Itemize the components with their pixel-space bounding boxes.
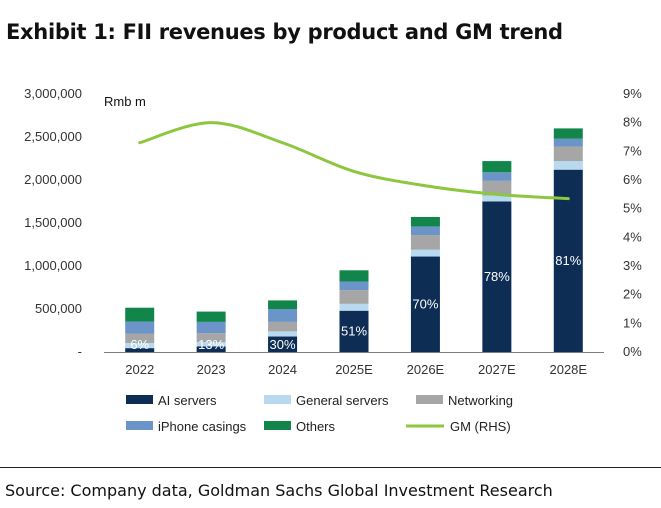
bar-segment-others — [268, 300, 298, 309]
legend: AI servers General servers Networking iPhon… — [126, 393, 513, 434]
data-label: 70% — [412, 296, 438, 311]
y2-tick-label: 3% — [623, 258, 642, 273]
bar-segment-general-servers — [553, 161, 583, 170]
bar-segment-iphone-casings — [125, 321, 155, 334]
x-tick-label: 2025E — [335, 362, 373, 377]
bar-segment-networking — [410, 235, 440, 250]
y2-tick-label: 6% — [623, 172, 642, 187]
legend-swatch-iphone-casings — [126, 421, 153, 430]
y2-tick-label: 5% — [623, 201, 642, 216]
y2-tick-label: 9% — [623, 86, 642, 101]
x-tick-label: 2027E — [478, 362, 516, 377]
bar-segment-iphone-casings — [196, 321, 226, 334]
y-tick-label: 3,000,000 — [24, 86, 82, 101]
bar-segment-general-servers — [482, 195, 512, 202]
bar-segment-others — [410, 216, 440, 227]
data-label: 30% — [270, 337, 296, 352]
bar-segment-general-servers — [125, 342, 155, 349]
x-tick-label: 2023 — [197, 362, 226, 377]
bar-segment-ai-servers — [482, 201, 512, 352]
y-tick-label: - — [78, 344, 82, 359]
bar-segment-others — [482, 161, 512, 173]
bar-segment-networking — [482, 180, 512, 196]
y-tick-label: 2,500,000 — [24, 129, 82, 144]
x-axis: 2022 2023 2024 2025E 2026E 2027E 2028E — [125, 362, 587, 377]
data-label: 13% — [198, 337, 224, 352]
y2-tick-label: 1% — [623, 315, 642, 330]
bar-segment-networking — [125, 333, 155, 343]
bar-segment-others — [196, 311, 226, 322]
source-note: Source: Company data, Goldman Sachs Glob… — [5, 481, 553, 500]
data-label: 51% — [341, 323, 367, 338]
x-tick-label: 2026E — [407, 362, 445, 377]
data-labels: 6% 13% 30% 51% 70% 78% 81% — [130, 253, 581, 352]
divider — [0, 467, 661, 468]
data-label: 78% — [484, 269, 510, 284]
x-tick-label: 2022 — [125, 362, 154, 377]
bar-segment-networking — [196, 333, 226, 343]
legend-swatch-others — [264, 421, 291, 430]
y-tick-label: 1,000,000 — [24, 258, 82, 273]
bar-segment-networking — [268, 321, 298, 332]
legend-label-iphone-casings: iPhone casings — [158, 419, 247, 434]
bar-segment-ai-servers — [268, 336, 298, 352]
y-axis-left: - 500,000 1,000,000 1,500,000 2,000,000 2,500… — [24, 86, 82, 359]
bar-segment-ai-servers — [410, 256, 440, 352]
legend-label-general-servers: General servers — [296, 393, 389, 408]
y2-tick-label: 4% — [623, 229, 642, 244]
legend-label-networking: Networking — [448, 393, 513, 408]
bar-segment-general-servers — [268, 331, 298, 337]
x-tick-label: 2028E — [549, 362, 587, 377]
bar-segment-networking — [553, 146, 583, 162]
y2-tick-label: 8% — [623, 115, 642, 130]
bar-segment-iphone-casings — [482, 172, 512, 181]
gm-line-series — [138, 121, 570, 201]
y-axis-right: 0% 1% 2% 3% 4% 5% 6% 7% 8% 9% — [623, 86, 642, 359]
unit-label: Rmb m — [104, 94, 146, 109]
bar-segment-general-servers — [196, 342, 226, 347]
legend-swatch-general-servers — [264, 395, 291, 404]
x-tick-label: 2024 — [268, 362, 297, 377]
bar-segment-others — [339, 270, 369, 282]
bar-segment-ai-servers — [339, 310, 369, 352]
legend-label-others: Others — [296, 419, 336, 434]
legend-label-gm-rhs: GM (RHS) — [450, 419, 511, 434]
bar-segment-others — [553, 128, 583, 139]
bar-segment-general-servers — [410, 249, 440, 257]
bars — [125, 128, 583, 352]
y2-tick-label: 0% — [623, 344, 642, 359]
bar-segment-ai-servers — [125, 348, 155, 352]
y-tick-label: 1,500,000 — [24, 215, 82, 230]
bar-segment-iphone-casings — [410, 226, 440, 236]
data-label: 81% — [555, 253, 581, 268]
chart-title: Exhibit 1: FII revenues by product and G… — [6, 20, 563, 44]
y2-tick-label: 2% — [623, 287, 642, 302]
legend-swatch-networking — [416, 395, 443, 404]
bar-segment-ai-servers — [196, 346, 226, 352]
bar-segment-iphone-casings — [268, 309, 298, 322]
y-tick-label: 500,000 — [35, 301, 82, 316]
y2-tick-label: 7% — [623, 143, 642, 158]
legend-label-ai-servers: AI servers — [158, 393, 217, 408]
bar-segment-iphone-casings — [339, 281, 369, 291]
legend-swatch-ai-servers — [126, 395, 153, 404]
data-label: 6% — [130, 337, 149, 352]
bar-segment-others — [125, 307, 155, 322]
y-tick-label: 2,000,000 — [24, 172, 82, 187]
bar-segment-general-servers — [339, 303, 369, 311]
chart: - 500,000 1,000,000 1,500,000 2,000,000 2,500… — [24, 86, 642, 434]
bar-segment-iphone-casings — [553, 138, 583, 147]
bar-segment-networking — [339, 290, 369, 304]
